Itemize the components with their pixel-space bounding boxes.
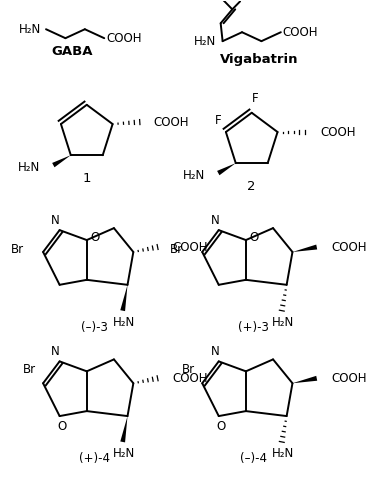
Text: (–)-4: (–)-4 [240, 452, 267, 466]
Text: H₂N: H₂N [19, 22, 41, 36]
Text: Br: Br [182, 363, 195, 376]
Text: O: O [57, 420, 66, 432]
Text: N: N [210, 214, 219, 226]
Text: H₂N: H₂N [183, 168, 205, 181]
Text: H₂N: H₂N [112, 448, 135, 460]
Text: COOH: COOH [172, 372, 208, 385]
Text: H₂N: H₂N [18, 160, 40, 173]
Text: GABA: GABA [51, 44, 93, 58]
Text: H₂N: H₂N [112, 316, 135, 329]
Text: N: N [210, 345, 219, 358]
Text: 1: 1 [82, 172, 91, 185]
Text: H₂N: H₂N [194, 34, 216, 48]
Text: COOH: COOH [153, 116, 189, 128]
Polygon shape [292, 244, 317, 252]
Text: F: F [215, 114, 221, 126]
Text: H₂N: H₂N [272, 448, 294, 460]
Text: COOH: COOH [331, 240, 367, 254]
Text: COOH: COOH [106, 32, 142, 44]
Text: COOH: COOH [320, 126, 356, 138]
Polygon shape [292, 376, 317, 384]
Text: Br: Br [10, 244, 24, 256]
Text: (+)-3: (+)-3 [238, 321, 269, 334]
Text: O: O [216, 420, 225, 432]
Text: F: F [252, 92, 259, 106]
Text: COOH: COOH [172, 240, 208, 254]
Polygon shape [52, 155, 71, 168]
Text: Br: Br [23, 363, 36, 376]
Text: O: O [90, 230, 99, 243]
Polygon shape [120, 285, 128, 311]
Text: N: N [51, 214, 60, 226]
Text: Vigabatrin: Vigabatrin [220, 52, 299, 66]
Text: N: N [51, 345, 60, 358]
Text: H₂N: H₂N [272, 316, 294, 329]
Polygon shape [120, 416, 128, 442]
Text: Br: Br [170, 244, 183, 256]
Text: (–)-3: (–)-3 [81, 321, 108, 334]
Polygon shape [217, 163, 236, 175]
Text: (+)-4: (+)-4 [79, 452, 110, 466]
Text: 2: 2 [248, 180, 256, 193]
Text: O: O [249, 230, 258, 243]
Text: COOH: COOH [283, 26, 318, 38]
Text: COOH: COOH [331, 372, 367, 385]
